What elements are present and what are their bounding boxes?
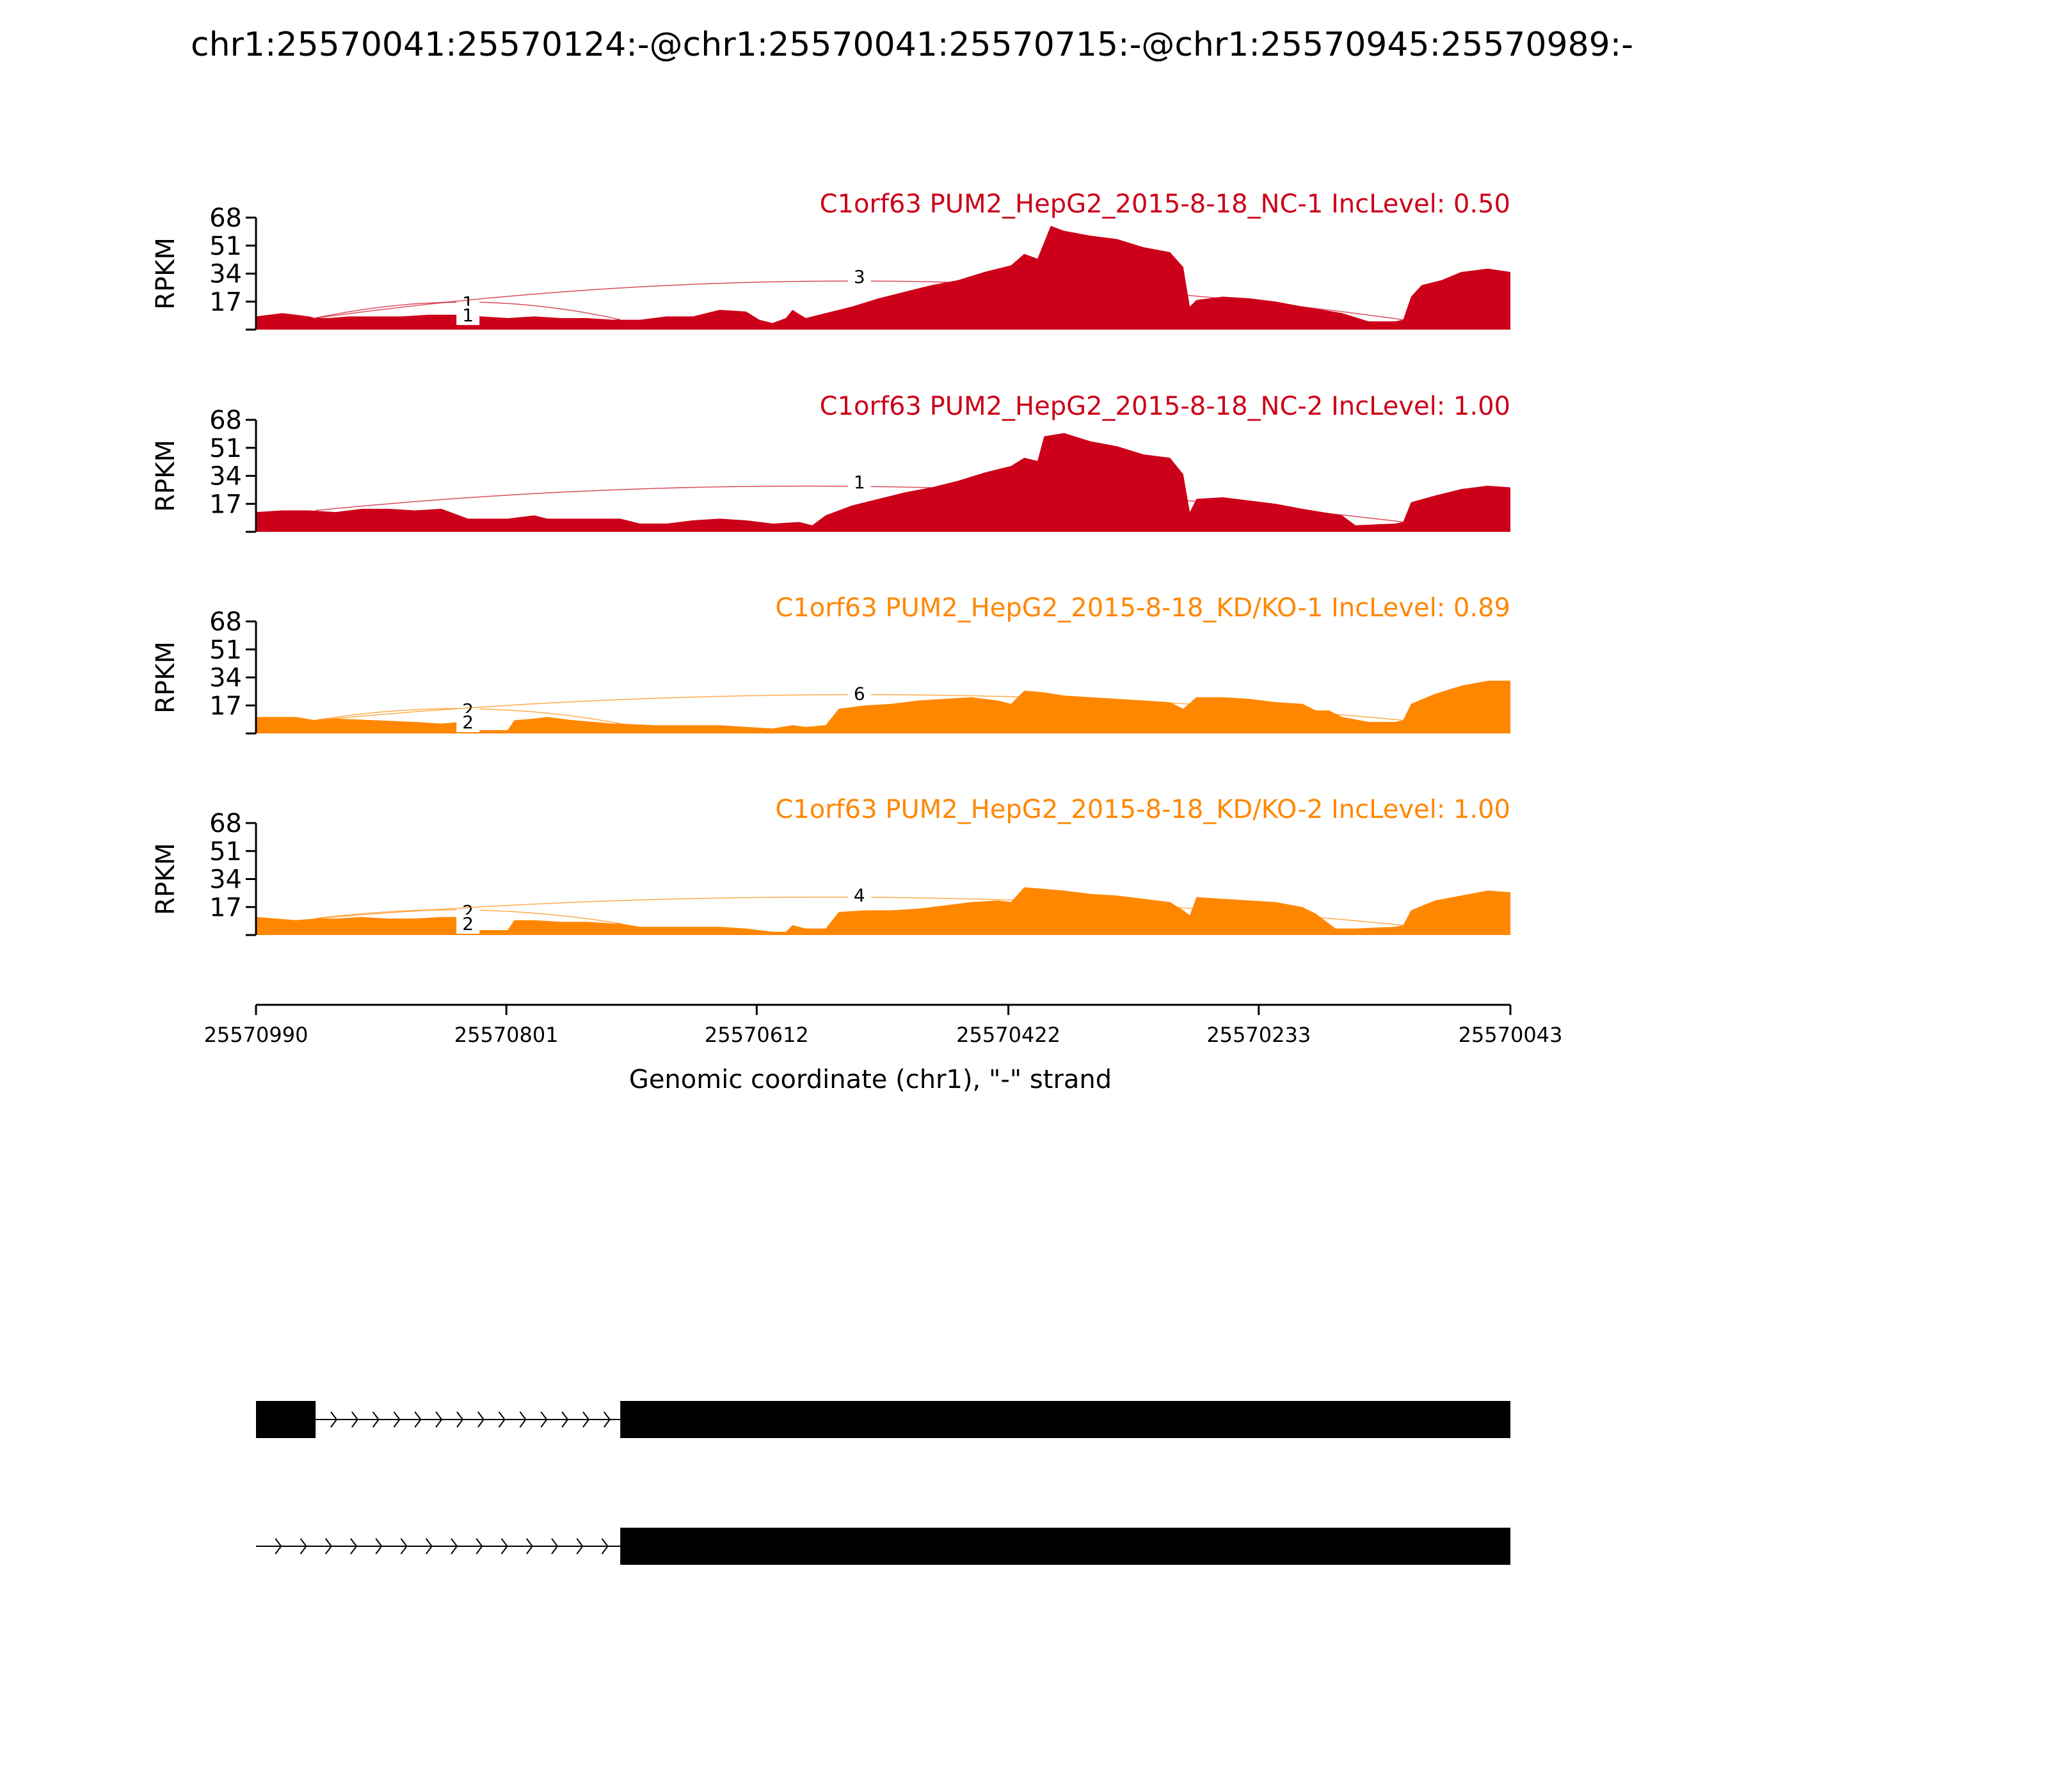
strand-arrow [540, 1411, 548, 1428]
y-tick-label: 51 [209, 837, 242, 867]
x-tick-label: 25570043 [1459, 1023, 1563, 1047]
y-tick-label: 68 [209, 607, 242, 637]
y-axis-label: RPKM [151, 440, 180, 512]
junction-label-bg [847, 267, 871, 287]
junction-label-bg [456, 305, 480, 325]
junction-count-label: 3 [854, 266, 865, 287]
junction-label-bg [847, 886, 871, 906]
y-tick-label: 68 [209, 809, 242, 838]
strand-arrow [576, 1538, 584, 1555]
strand-arrow [400, 1538, 408, 1555]
exon-block [620, 1401, 1510, 1438]
track-label: C1orf63 PUM2_HepG2_2015-8-18_NC-2 IncLev… [820, 392, 1510, 421]
coverage-area [256, 887, 1510, 935]
strand-arrow [498, 1411, 506, 1428]
strand-arrow [500, 1538, 508, 1555]
strand-arrow [601, 1538, 609, 1555]
strand-arrow [324, 1538, 333, 1555]
x-tick-label: 25570233 [1206, 1023, 1311, 1047]
coverage-area [256, 225, 1510, 330]
strand-arrow [330, 1411, 338, 1428]
strand-arrow [525, 1538, 534, 1555]
junction-count-label: 1 [854, 472, 865, 493]
y-tick-label: 68 [209, 406, 242, 435]
junction-arc [316, 317, 621, 327]
strand-arrow [603, 1411, 611, 1428]
strand-arrow [414, 1411, 422, 1428]
y-tick-label: 17 [209, 691, 242, 721]
y-tick-label: 34 [209, 865, 242, 895]
junction-count-label: 4 [854, 884, 865, 906]
coverage-area [256, 680, 1510, 733]
y-tick-label: 68 [209, 204, 242, 233]
junction-label-bg [456, 712, 480, 732]
y-tick-label: 17 [209, 893, 242, 922]
strand-arrow [425, 1538, 433, 1555]
strand-arrow [519, 1411, 527, 1428]
y-tick-label: 51 [209, 434, 242, 463]
strand-arrow [300, 1538, 307, 1555]
x-tick-label: 25570612 [705, 1023, 809, 1047]
junction-count-label: 2 [462, 712, 474, 733]
y-tick-label: 51 [209, 636, 242, 665]
exon-block [256, 1401, 316, 1438]
y-tick-label: 34 [209, 462, 242, 492]
exon-block [620, 1528, 1510, 1565]
track-label: C1orf63 PUM2_HepG2_2015-8-18_KD/KO-1 Inc… [775, 593, 1510, 623]
junction-label-bg [456, 914, 480, 934]
junction-count-label: 1 [462, 305, 474, 326]
junction-count-label: 6 [854, 683, 865, 704]
x-tick-label: 25570422 [956, 1023, 1060, 1047]
strand-arrow [350, 1538, 358, 1555]
y-tick-label: 51 [209, 232, 242, 261]
y-tick-label: 17 [209, 490, 242, 519]
strand-arrow [476, 1538, 483, 1555]
x-axis-label: Genomic coordinate (chr1), "-" strand [629, 1065, 1112, 1094]
y-tick-label: 34 [209, 664, 242, 693]
strand-arrow [275, 1538, 282, 1555]
strand-arrow [477, 1411, 485, 1428]
y-axis-label: RPKM [151, 843, 180, 915]
junction-label-bg [847, 472, 871, 492]
y-axis-label: RPKM [151, 237, 180, 310]
strand-arrow [451, 1538, 458, 1555]
track-label: C1orf63 PUM2_HepG2_2015-8-18_KD/KO-2 Inc… [775, 795, 1510, 824]
strand-arrow [561, 1411, 569, 1428]
strand-arrow [372, 1411, 380, 1428]
junction-label-bg [847, 684, 871, 704]
strand-arrow [435, 1411, 443, 1428]
strand-arrow [582, 1411, 590, 1428]
strand-arrow [351, 1411, 359, 1428]
strand-arrow [551, 1538, 559, 1555]
y-axis-label: RPKM [151, 641, 180, 714]
y-tick-label: 17 [209, 287, 242, 317]
x-tick-label: 25570990 [204, 1023, 308, 1047]
junction-count-label: 2 [462, 913, 474, 934]
track-label: C1orf63 PUM2_HepG2_2015-8-18_NC-1 IncLev… [820, 189, 1510, 219]
x-tick-label: 25570801 [454, 1023, 559, 1047]
y-tick-label: 34 [209, 260, 242, 289]
strand-arrow [375, 1538, 383, 1555]
strand-arrow [456, 1411, 464, 1428]
coverage-area [256, 433, 1510, 532]
chart-title: chr1:25570041:25570124:-@chr1:25570041:2… [190, 26, 1634, 64]
strand-arrow [393, 1411, 401, 1428]
